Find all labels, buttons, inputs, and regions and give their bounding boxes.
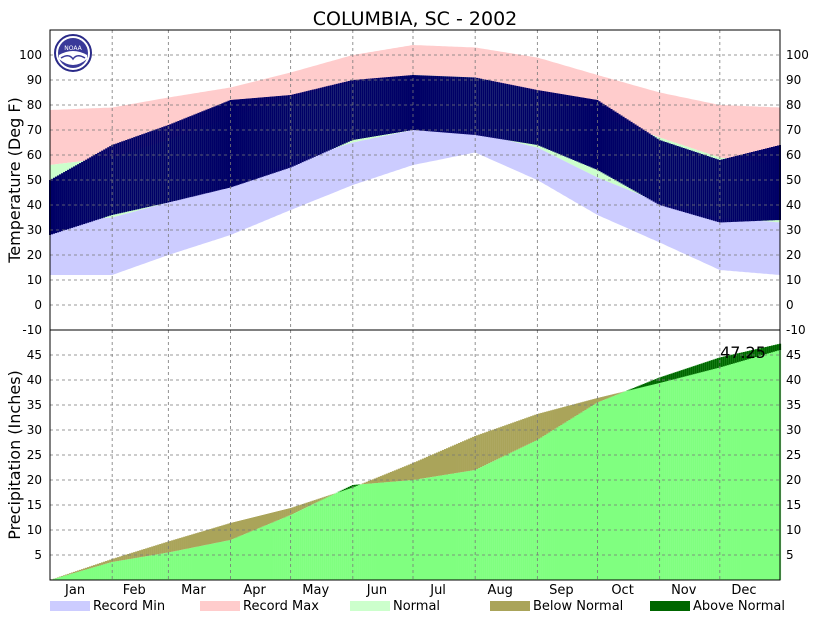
temp-ylabel: Temperature (Deg F)	[5, 97, 24, 264]
month-label: Oct	[611, 583, 633, 598]
precip-ytick-left: 20	[27, 473, 42, 487]
legend-label: Below Normal	[533, 599, 623, 614]
precip-grid	[50, 330, 780, 580]
temp-ytick-left: 10	[27, 273, 42, 287]
record-min-band	[50, 130, 780, 275]
month-label: Mar	[181, 583, 206, 598]
temp-ytick-left: 50	[27, 173, 42, 187]
actual-temp-bars	[49, 75, 781, 235]
month-label: Aug	[488, 583, 513, 598]
month-label: Jan	[64, 583, 85, 598]
precip-bars	[50, 343, 782, 580]
precip-ytick-right: 30	[786, 423, 801, 437]
temp-ytick-right: 50	[786, 173, 801, 187]
logo-text: NOAA	[64, 45, 82, 52]
month-label: Sep	[549, 583, 574, 598]
temp-ytick-right: -10	[786, 323, 806, 337]
temp-ytick-left: -10	[22, 323, 42, 337]
legend-swatch	[490, 601, 530, 611]
temp-ytick-left: 0	[34, 298, 42, 312]
temp-ytick-left: 100	[19, 48, 42, 62]
temp-ytick-right: 60	[786, 148, 801, 162]
precip-ytick-left: 35	[27, 398, 42, 412]
temp-ytick-left: 30	[27, 223, 42, 237]
month-label: Jul	[429, 583, 446, 598]
temp-ytick-left: 20	[27, 248, 42, 262]
temp-ytick-left: 90	[27, 73, 42, 87]
precip-ytick-left: 5	[34, 548, 42, 562]
precip-ytick-right: 5	[786, 548, 794, 562]
precip-ytick-left: 30	[27, 423, 42, 437]
month-label: Feb	[123, 583, 146, 598]
month-label: Nov	[671, 583, 697, 598]
month-label: Dec	[731, 583, 756, 598]
temp-ytick-right: 90	[786, 73, 801, 87]
temp-ytick-right: 20	[786, 248, 801, 262]
temp-ytick-left: 40	[27, 198, 42, 212]
legend: Record Min Record Max Normal Below Normal Ab…	[50, 599, 785, 614]
legend-swatch	[650, 601, 690, 611]
precip-ytick-right: 20	[786, 473, 801, 487]
legend-label: Record Min	[93, 599, 165, 614]
month-label: Apr	[243, 583, 266, 598]
month-label: May	[302, 583, 329, 598]
precipitation-panel: 5 5 10 10 15 15 20 20 25 25 30 30 35 35 40 40 45 45 Jan Feb…	[27, 329, 801, 598]
temperature-panel: -10 -10 0 0 10 10 20 20 30 30 40 40 50 50 60 60 70 70 80 80…	[19, 29, 809, 337]
precip-frame	[49, 329, 781, 581]
temp-ytick-left: 60	[27, 148, 42, 162]
temp-ytick-right: 40	[786, 198, 801, 212]
precip-ytick-right: 35	[786, 398, 801, 412]
temp-ytick-right: 30	[786, 223, 801, 237]
legend-label: Above Normal	[693, 599, 785, 614]
temp-ytick-left: 80	[27, 98, 42, 112]
temp-grid	[50, 30, 780, 331]
precip-ytick-right: 40	[786, 373, 801, 387]
legend-label: Normal	[393, 599, 440, 614]
final-precip-label: 47.25	[720, 343, 766, 362]
precip-ytick-left: 10	[27, 523, 42, 537]
legend-swatch	[50, 601, 90, 611]
precip-ytick-left: 40	[27, 373, 42, 387]
chart-title: COLUMBIA, SC - 2002	[313, 8, 518, 30]
temp-ytick-right: 10	[786, 273, 801, 287]
precip-ytick-right: 10	[786, 523, 801, 537]
precip-ytick-left: 45	[27, 348, 42, 362]
temp-ytick-left: 70	[27, 123, 42, 137]
noaa-logo-icon: NOAA	[54, 34, 92, 72]
legend-label: Record Max	[243, 599, 319, 614]
precip-ylabel: Precipitation (Inches)	[5, 370, 24, 540]
precip-ytick-right: 15	[786, 498, 801, 512]
precip-ytick-left: 15	[27, 498, 42, 512]
precip-ytick-right: 45	[786, 348, 801, 362]
temp-ytick-right: 100	[786, 48, 809, 62]
month-label: Jun	[366, 583, 387, 598]
legend-swatch	[350, 601, 390, 611]
temp-ytick-right: 70	[786, 123, 801, 137]
precip-ytick-left: 25	[27, 448, 42, 462]
temp-ytick-right: 0	[786, 298, 794, 312]
temp-ytick-right: 80	[786, 98, 801, 112]
legend-swatch	[200, 601, 240, 611]
precip-ytick-right: 25	[786, 448, 801, 462]
